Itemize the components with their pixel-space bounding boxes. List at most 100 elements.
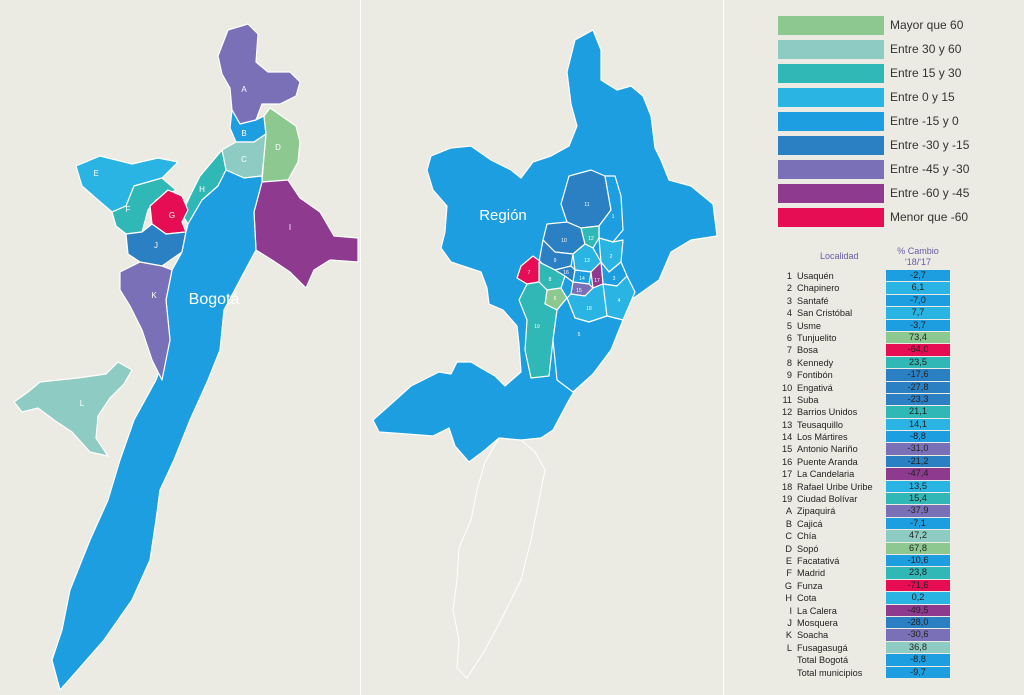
table-row: 3 Santafé -7,0 xyxy=(782,294,1022,307)
table-row: A Zipaquirá -37,9 xyxy=(782,505,1022,517)
label-F: F xyxy=(126,205,131,214)
row-value: -71,6 xyxy=(886,579,950,592)
table-row: I La Calera -49,5 xyxy=(782,604,1022,617)
table-header-period: '18/'17 xyxy=(905,257,931,267)
table-row: 1 Usaquén -2,7 xyxy=(782,270,1022,282)
legend-swatch xyxy=(778,160,884,179)
legend-label: Entre -30 y -15 xyxy=(890,138,970,152)
table-row: 19 Ciudad Bolívar 15,4 xyxy=(782,493,1022,505)
row-code: H xyxy=(785,593,792,604)
row-name: Fusagasugá xyxy=(797,642,848,653)
row-name: Teusaquillo xyxy=(797,419,843,430)
row-value: 7,7 xyxy=(886,307,950,319)
region-L-fusagasuga[interactable] xyxy=(13,361,133,457)
row-code: D xyxy=(785,543,792,554)
row-code: E xyxy=(785,555,792,566)
row-name: Cota xyxy=(797,593,817,604)
row-value: -64,0 xyxy=(886,344,950,356)
row-name: Total municipios xyxy=(797,667,863,678)
row-value: -9,7 xyxy=(886,666,950,678)
legend-label: Entre -15 y 0 xyxy=(890,114,959,128)
table-row: 8 Kennedy 23,5 xyxy=(782,356,1022,369)
legend-label: Entre -60 y -45 xyxy=(890,186,970,200)
label-K: K xyxy=(151,291,157,300)
row-name: Soacha xyxy=(797,630,829,641)
label-17: 17 xyxy=(594,278,600,284)
table-row: K Soacha -30,6 xyxy=(782,629,1022,641)
legend-item: Entre 30 y 60 xyxy=(778,40,998,59)
table-row: Total municipios -9,7 xyxy=(782,666,1022,679)
region-D-sopo[interactable] xyxy=(261,107,301,183)
row-value: 23,8 xyxy=(886,567,950,579)
region-map-panel: 1 2 3 4 5 6 7 8 9 10 11 12 13 14 15 16 1… xyxy=(361,0,724,695)
legend-item: Entre 0 y 15 xyxy=(778,88,998,107)
region-A-zipaquira[interactable] xyxy=(217,23,301,125)
row-name: Zipaquirá xyxy=(797,506,836,517)
table-row: 14 Los Mártires -8,8 xyxy=(782,431,1022,443)
row-code: 5 xyxy=(786,320,792,331)
row-code: 10 xyxy=(782,382,793,393)
table-row: 6 Tunjuelito 73,4 xyxy=(782,331,1022,344)
row-code: 19 xyxy=(782,494,793,505)
legend-item: Entre -45 y -30 xyxy=(778,160,998,179)
label-16: 16 xyxy=(563,270,569,276)
row-name: Total Bogotá xyxy=(797,655,849,666)
table-row: 2 Chapinero 6,1 xyxy=(782,282,1022,294)
row-name: Bosa xyxy=(797,345,818,356)
row-name: Usme xyxy=(797,320,821,331)
label-L: L xyxy=(80,399,85,408)
row-code: 18 xyxy=(782,481,793,492)
localidad-5-usme[interactable] xyxy=(552,297,624,393)
row-code: 2 xyxy=(786,283,792,294)
legend-item: Entre -30 y -15 xyxy=(778,136,998,155)
row-name: Madrid xyxy=(797,568,826,579)
row-name: San Cristóbal xyxy=(797,308,853,319)
bogota-map-panel: A B C D E F G H I J K L Bogotá xyxy=(0,0,361,695)
row-value: 0,2 xyxy=(886,592,950,604)
row-code: C xyxy=(785,531,792,542)
label-I: I xyxy=(289,223,291,232)
row-code: 8 xyxy=(786,357,792,368)
legend-label: Entre 15 y 30 xyxy=(890,66,962,80)
row-value: -21,2 xyxy=(886,455,950,468)
region-K-soacha[interactable] xyxy=(119,261,173,381)
label-18: 18 xyxy=(586,306,592,312)
legend-label: Menor que -60 xyxy=(890,210,969,224)
legend-label: Entre -45 y -30 xyxy=(890,162,970,176)
table-row: 12 Barrios Unidos 21,1 xyxy=(782,406,1022,418)
row-name: Mosquera xyxy=(797,617,838,628)
bogota-municipios-map: A B C D E F G H I J K L Bogotá xyxy=(13,23,359,691)
row-code: 4 xyxy=(786,308,792,319)
row-code: J xyxy=(787,617,792,628)
table-row: B Cajicá -7,1 xyxy=(782,517,1022,530)
legend-label: Mayor que 60 xyxy=(890,18,964,32)
row-code: 1 xyxy=(786,271,792,281)
table-row: C Chía 47,2 xyxy=(782,530,1022,542)
row-name: Fontibón xyxy=(797,370,833,381)
row-code: 14 xyxy=(782,432,793,443)
row-code: 16 xyxy=(782,456,793,467)
label-9: 9 xyxy=(554,258,557,264)
row-name: Barrios Unidos xyxy=(797,407,858,418)
row-value: -17,6 xyxy=(886,369,950,381)
row-value: 14,1 xyxy=(886,418,950,431)
label-15: 15 xyxy=(576,288,582,294)
row-name: Ciudad Bolívar xyxy=(797,494,858,505)
localidad-19-ciudad-bolivar[interactable] xyxy=(518,281,558,379)
table-row: 17 La Candelaria -47,4 xyxy=(782,468,1022,480)
table-header-localidad: Localidad xyxy=(820,251,859,261)
row-value: -7,0 xyxy=(886,294,950,307)
row-name: La Candelaria xyxy=(797,469,855,480)
region-I-la-calera[interactable] xyxy=(253,179,359,289)
table-row: 10 Engativá -27,8 xyxy=(782,381,1022,394)
localidad-12-barrios-unidos[interactable] xyxy=(580,225,600,249)
row-value: 13,5 xyxy=(886,480,950,493)
row-name: Rafael Uribe Uribe xyxy=(797,481,873,492)
table-row: 4 San Cristóbal 7,7 xyxy=(782,307,1022,319)
legend-swatch xyxy=(778,88,884,107)
legend-item: Entre 15 y 30 xyxy=(778,64,998,83)
legend-swatch xyxy=(778,136,884,155)
label-19: 19 xyxy=(534,324,540,330)
label-3: 3 xyxy=(613,276,616,282)
row-code: 7 xyxy=(786,345,792,356)
